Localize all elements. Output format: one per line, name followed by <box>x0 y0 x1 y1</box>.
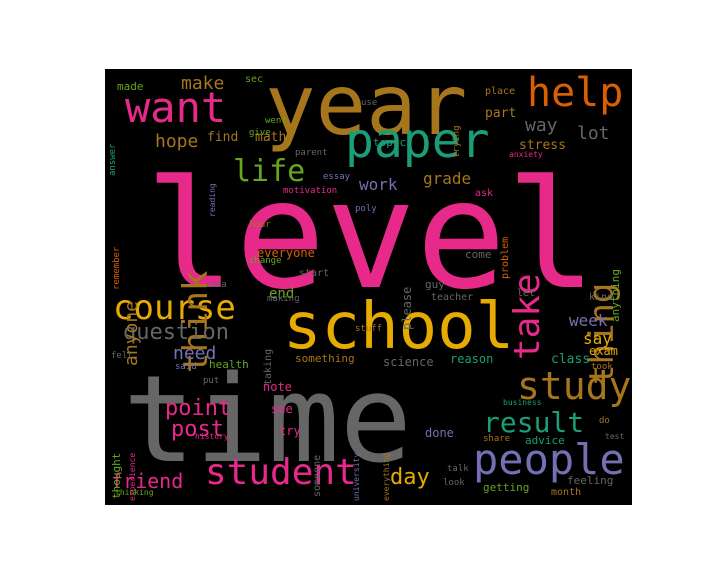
word-took: took <box>591 362 613 372</box>
word-work: work <box>359 175 398 194</box>
word-made: made <box>117 80 144 93</box>
word-guy: guy <box>425 278 445 291</box>
word-give: give <box>249 128 271 138</box>
word-answer: answer <box>108 143 118 176</box>
word-getting: getting <box>483 481 530 494</box>
word-see: see <box>271 402 293 416</box>
word-hope: hope <box>155 131 199 152</box>
word-history: history <box>195 432 229 441</box>
word-exam: exam <box>589 344 618 358</box>
word-kind: kind <box>589 292 614 303</box>
word-make: make <box>181 73 225 94</box>
word-find: find <box>207 130 239 145</box>
word-start: start <box>299 268 330 279</box>
word-end: end <box>269 286 295 302</box>
word-school: school <box>283 290 515 364</box>
word-help: help <box>527 70 624 116</box>
word-use: use <box>361 98 378 108</box>
word-part: part <box>485 106 517 121</box>
word-test: test <box>605 432 625 441</box>
word-result: result <box>483 406 585 439</box>
word-say: say <box>583 329 612 348</box>
word-poly: poly <box>355 204 377 214</box>
word-stress: stress <box>519 138 566 153</box>
word-year: year <box>265 69 468 154</box>
word-level: level <box>145 149 597 323</box>
word-come: come <box>465 248 492 261</box>
word-friend: friend <box>111 469 184 493</box>
word-making: making <box>267 294 300 304</box>
word-month: month <box>551 487 582 498</box>
word-grade: grade <box>423 169 472 188</box>
word-study: study <box>517 364 632 408</box>
word-idea: idea <box>205 280 227 290</box>
word-stuff: stuff <box>355 324 383 334</box>
word-done: done <box>425 426 454 440</box>
word-hour: hour <box>249 220 271 230</box>
word-change: change <box>249 256 282 266</box>
word-note: note <box>263 380 292 394</box>
word-want: want <box>125 83 227 132</box>
word-business: business <box>503 398 542 407</box>
word-something: something <box>295 352 355 365</box>
word-try: try <box>279 424 301 438</box>
word-motivation: motivation <box>283 186 338 196</box>
word-people: people <box>473 435 625 484</box>
word-advice: advice <box>525 434 565 447</box>
word-someone: someone <box>312 454 323 497</box>
word-post: post <box>171 417 224 442</box>
word-place: place <box>485 86 516 97</box>
word-question: question <box>123 320 229 345</box>
word-taking: taking <box>263 348 274 385</box>
word-feeling: feeling <box>567 474 614 487</box>
word-paper: paper <box>345 113 490 169</box>
word-talk: talk <box>447 464 469 474</box>
word-reason: reason <box>450 352 494 366</box>
word-week: week <box>569 311 608 330</box>
word-need: need <box>173 343 217 364</box>
word-time: time <box>123 351 412 490</box>
word-point: point <box>165 396 232 421</box>
word-trying: trying <box>452 125 462 158</box>
word-put: put <box>203 376 220 386</box>
word-way: way <box>525 115 558 136</box>
word-thinking: thinking <box>115 488 154 497</box>
word-anxiety: anxiety <box>509 150 543 159</box>
word-course: course <box>113 288 236 328</box>
word-everyone: everyone <box>257 246 315 260</box>
word-anything: anything <box>609 269 622 322</box>
word-student: student <box>205 452 357 493</box>
word-do: do <box>599 416 610 426</box>
word-health: health <box>209 358 249 371</box>
word-sec: sec <box>245 74 264 85</box>
word-teacher: teacher <box>431 292 474 303</box>
word-parent: parent <box>295 148 328 158</box>
word-university: university <box>352 452 361 501</box>
word-cloud: level time year school paper want help p… <box>105 69 632 505</box>
word-essay: essay <box>323 172 351 182</box>
word-share: share <box>483 434 511 444</box>
word-take: take <box>507 273 548 360</box>
word-lot: lot <box>577 123 610 144</box>
word-felt: felt <box>111 351 133 361</box>
word-look: look <box>443 478 465 488</box>
word-everything: everything <box>382 452 391 501</box>
word-reading: reading <box>208 183 217 217</box>
word-ask: ask <box>475 188 494 199</box>
word-remember: remember <box>112 246 122 290</box>
word-science: science <box>383 355 434 369</box>
word-please: please <box>400 286 414 330</box>
word-said: said <box>175 362 197 372</box>
word-class: class <box>551 352 591 367</box>
word-problem: problem <box>500 236 511 279</box>
word-let: let <box>517 288 536 299</box>
word-topic: topic <box>373 136 407 149</box>
word-life: life <box>233 154 306 189</box>
word-day: day <box>390 465 430 490</box>
word-math: math <box>255 130 287 145</box>
word-went: went <box>265 116 287 126</box>
